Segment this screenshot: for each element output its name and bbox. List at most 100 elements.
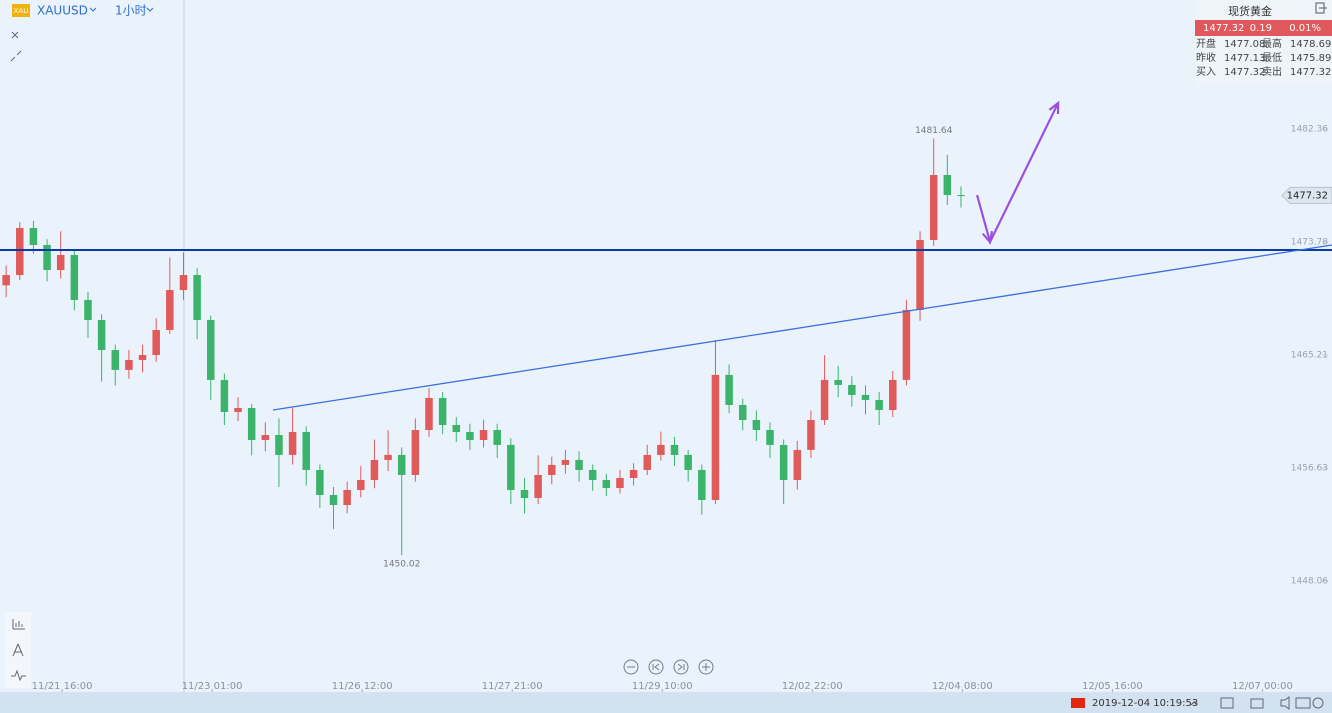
scroll-end[interactable]: [673, 659, 689, 675]
candle-body: [316, 469, 324, 495]
y-tick-label: 1473.78: [1291, 238, 1328, 248]
candle-body: [588, 469, 597, 480]
candle-body: [384, 454, 392, 460]
candle-body: [848, 384, 856, 395]
quote-cell: 昨收: [1196, 51, 1216, 64]
candle-body: [957, 195, 965, 197]
candle-body: [247, 408, 256, 441]
indicator-icon[interactable]: [12, 619, 25, 630]
candle-body: [329, 494, 338, 505]
low-label: 1450.02: [383, 560, 420, 570]
candle-body: [466, 431, 474, 441]
arrowhead: [1048, 100, 1060, 115]
screen-icon[interactable]: [1295, 697, 1311, 709]
candle-body: [725, 374, 733, 405]
candle-body: [834, 379, 842, 385]
candle-body: [629, 469, 638, 478]
wave-icon[interactable]: [11, 669, 26, 682]
chevron[interactable]: [146, 7, 154, 12]
chevron[interactable]: [89, 7, 97, 12]
quote-change-pct: 0.01%: [1289, 23, 1321, 34]
symbol-icon: [12, 4, 30, 17]
settings-icon[interactable]: [1312, 697, 1324, 709]
zoom-controls: [623, 659, 714, 675]
close-icon[interactable]: [11, 31, 19, 39]
camera-icon[interactable]: [1250, 698, 1264, 709]
quote-cell: 1477.32: [1224, 67, 1265, 78]
y-tick-label: 1482.36: [1291, 125, 1328, 135]
trendline: [272, 244, 1332, 411]
candle-body: [670, 444, 679, 455]
scroll-start[interactable]: [648, 659, 664, 675]
datetime: 2019-12-04 10:19:53: [1092, 698, 1198, 709]
y-tick-label: 1465.21: [1291, 351, 1328, 361]
candle-body: [752, 419, 761, 431]
candle-body: [738, 404, 747, 420]
y-tick-label: 1456.63: [1291, 464, 1328, 474]
quote-change: 0.19: [1250, 23, 1272, 34]
chevron[interactable]: [1190, 701, 1198, 706]
x-tick-label: 11/21 16:00: [32, 681, 93, 692]
candle-body: [698, 469, 706, 500]
zoom-in[interactable]: [698, 659, 714, 675]
sound-icon[interactable]: [1280, 696, 1290, 710]
zoom-in-glyph: [702, 663, 710, 671]
symbol[interactable]: XAUUSD: [37, 4, 88, 18]
candle-body: [493, 430, 501, 445]
candle-body: [479, 430, 488, 441]
candle-body: [125, 360, 133, 370]
quote-cell: 最高: [1262, 37, 1282, 50]
candle-body: [2, 275, 10, 286]
x-tick-label: 12/04 08:00: [932, 681, 993, 692]
candle-body: [152, 329, 160, 356]
window-icon[interactable]: [1220, 697, 1234, 709]
x-tick-label: 12/07 00:00: [1232, 681, 1293, 692]
quote-cell: 最低: [1262, 51, 1282, 64]
quote-last: 1477.32: [1203, 23, 1244, 34]
quote-cell: 买入: [1196, 66, 1216, 78]
candle-body: [507, 444, 515, 490]
collapse-icon[interactable]: [10, 50, 22, 62]
footer: [0, 692, 1332, 713]
candle-body: [84, 299, 92, 320]
draw-icon[interactable]: [12, 643, 24, 657]
candle-body: [302, 431, 310, 470]
quote-name: 现货黄金: [1228, 4, 1272, 18]
candle-body: [29, 227, 38, 245]
y-tick-label: 1448.06: [1291, 577, 1328, 587]
x-tick-label: 11/26 12:00: [332, 681, 393, 692]
price-tag-label: 1477.32: [1287, 190, 1328, 201]
quote-cell: 1478.69: [1290, 39, 1331, 50]
candle-body: [820, 379, 829, 420]
candle-body: [684, 454, 692, 470]
candle-body: [343, 489, 351, 505]
x-tick-label: 11/27 21:00: [482, 681, 543, 692]
candle-body: [179, 275, 188, 291]
candle-body: [929, 175, 938, 240]
interval[interactable]: 1小时: [115, 4, 147, 18]
candle-body: [520, 489, 529, 499]
candle-body: [234, 408, 242, 412]
candle-body: [861, 394, 870, 400]
scroll-end-glyph: [677, 663, 685, 671]
quote-cell: 开盘: [1196, 37, 1216, 50]
candle-body: [220, 379, 229, 412]
candle-body: [452, 425, 461, 432]
zoom-out[interactable]: [623, 659, 639, 675]
quote-cell: 1477.13: [1224, 53, 1265, 64]
candle-body: [138, 355, 147, 361]
candle-body: [16, 227, 24, 276]
candle-body: [193, 275, 201, 320]
quote-panel: [1195, 0, 1332, 86]
price-tag: [1281, 186, 1332, 204]
candle-body: [357, 479, 365, 490]
candle-body: [97, 319, 106, 351]
candle-body: [70, 255, 79, 300]
candle-body: [56, 255, 65, 271]
candle-body: [916, 239, 924, 310]
candle-body: [111, 350, 120, 370]
candle-body: [425, 397, 433, 431]
panel-toggle[interactable]: [1315, 2, 1327, 14]
